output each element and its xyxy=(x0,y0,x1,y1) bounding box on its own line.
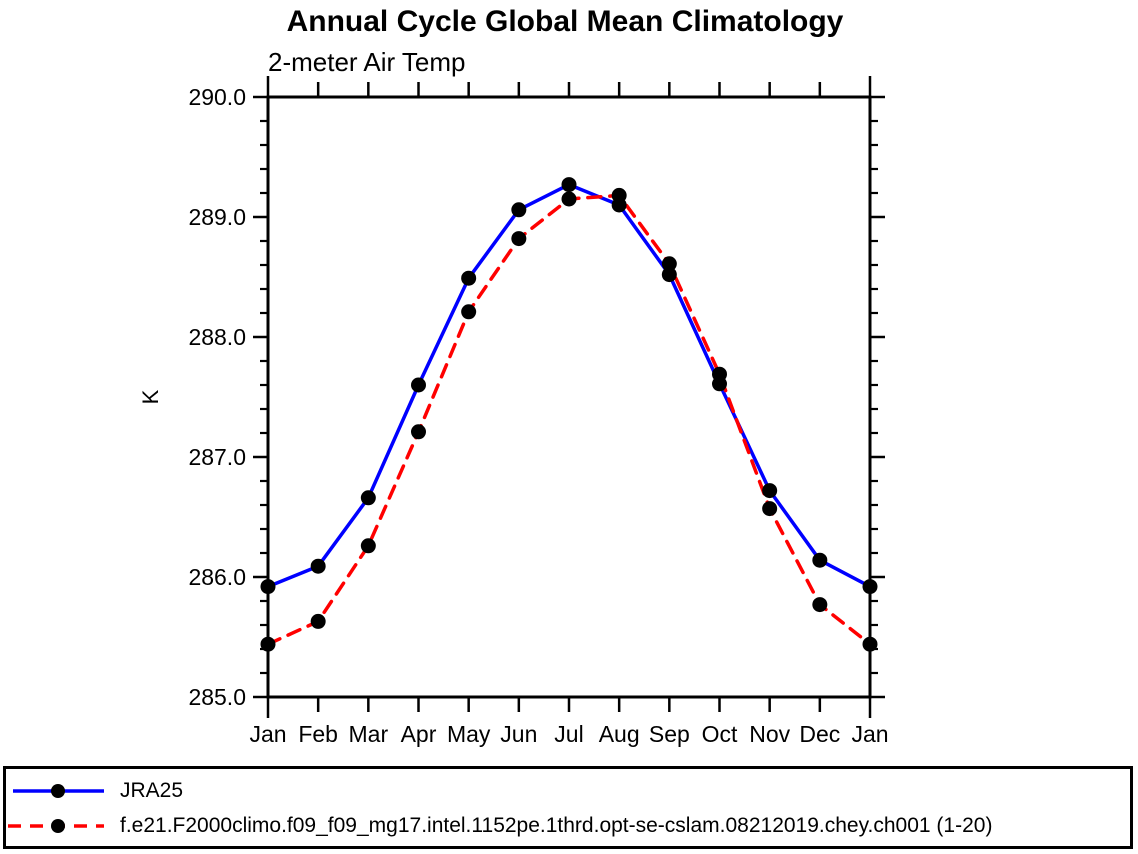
data-point-marker xyxy=(461,304,477,320)
legend-marker-dot xyxy=(51,784,65,798)
data-point-marker xyxy=(511,202,527,218)
x-tick-label: May xyxy=(447,721,491,747)
x-tick-label: Jan xyxy=(249,721,286,747)
data-point-marker xyxy=(661,256,677,272)
data-point-marker xyxy=(862,636,878,652)
climatology-line-chart: Annual Cycle Global Mean Climatology 2-m… xyxy=(138,5,889,747)
x-tick-label: Jun xyxy=(500,721,537,747)
data-point-marker xyxy=(360,490,376,506)
data-point-marker xyxy=(411,424,426,440)
data-point-marker xyxy=(762,501,778,517)
series-layer xyxy=(266,182,872,646)
data-point-marker xyxy=(360,538,376,554)
data-point-marker xyxy=(661,267,677,283)
data-point-marker xyxy=(511,231,527,247)
legend-label: f.e21.F2000climo.f09_f09_mg17.intel.1152… xyxy=(120,814,993,837)
marker-layer xyxy=(260,177,878,652)
y-tick-label: 288.0 xyxy=(188,324,246,350)
data-point-marker xyxy=(762,483,778,499)
data-point-marker xyxy=(260,579,276,595)
data-point-marker xyxy=(260,636,276,652)
x-tick-label: Mar xyxy=(349,721,389,747)
legend-swatch-dashed-line xyxy=(8,819,104,833)
x-tick-label: Feb xyxy=(298,721,338,747)
data-point-marker xyxy=(611,187,627,203)
y-tick-label: 290.0 xyxy=(188,84,246,110)
x-tick-label: Apr xyxy=(401,721,437,747)
legend-swatch-solid-line xyxy=(13,784,104,798)
x-tick-label: Nov xyxy=(749,721,790,747)
x-tick-label: Sep xyxy=(649,721,690,747)
data-point-marker xyxy=(461,270,477,286)
legend-label: JRA25 xyxy=(120,779,184,802)
chart-title: Annual Cycle Global Mean Climatology xyxy=(287,5,844,38)
data-point-marker xyxy=(862,579,878,595)
data-point-marker xyxy=(812,597,828,613)
data-point-marker xyxy=(310,613,326,629)
legend-marker-dot xyxy=(51,819,65,833)
data-point-marker xyxy=(411,377,426,393)
legend-item-jra25: JRA25 xyxy=(6,775,183,807)
y-axis-title: K xyxy=(138,389,163,404)
y-tick-label: 286.0 xyxy=(188,564,246,590)
data-point-marker xyxy=(561,177,577,193)
data-point-marker xyxy=(712,366,727,382)
y-tick-label: 287.0 xyxy=(188,444,246,470)
data-point-marker xyxy=(310,558,326,574)
series-line-1 xyxy=(266,193,872,646)
chart-subtitle: 2-meter Air Temp xyxy=(268,47,465,77)
legend-item-model-run: f.e21.F2000climo.f09_f09_mg17.intel.1152… xyxy=(6,810,992,842)
data-point-marker xyxy=(561,191,577,207)
y-tick-label: 289.0 xyxy=(188,204,246,230)
y-tick-label: 285.0 xyxy=(188,684,246,710)
axes: 285.0 286.0 287.0 288.0 289.0 290.0 Jan Feb Mar A… xyxy=(188,76,889,747)
x-tick-label: Dec xyxy=(799,721,840,747)
x-tick-label: Jan xyxy=(851,721,888,747)
x-tick-label: Oct xyxy=(702,721,738,747)
x-tick-label: Aug xyxy=(599,721,640,747)
legend: JRA25 f.e21.F2000climo.f09_f09_mg17.inte… xyxy=(3,766,1133,849)
data-point-marker xyxy=(812,552,828,568)
x-tick-label: Jul xyxy=(554,721,583,747)
